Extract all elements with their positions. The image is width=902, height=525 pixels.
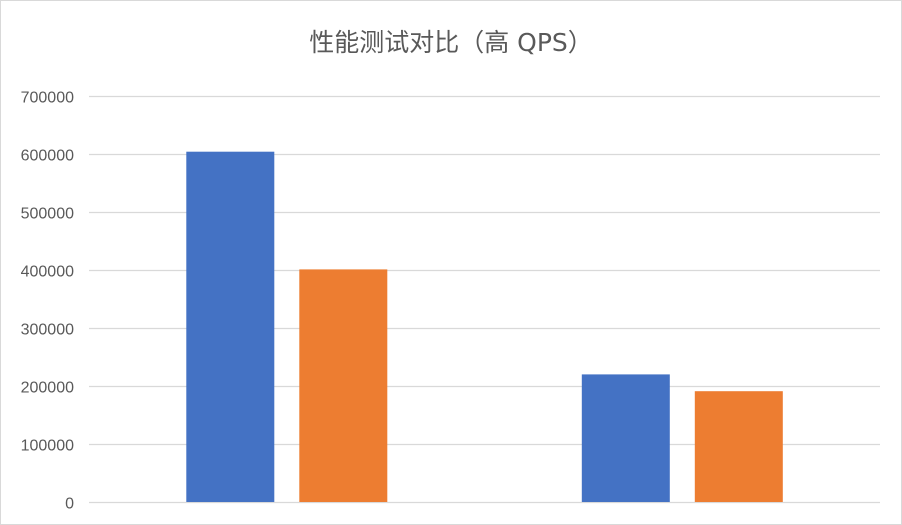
y-tick-label: 300000: [21, 322, 74, 339]
bar-series-1-group-1: [186, 151, 275, 502]
bar-series-1-group-2: [581, 374, 670, 502]
y-tick-label: 0: [65, 496, 74, 513]
bar-series-2-group-2: [694, 391, 783, 502]
y-axis-tick-labels: 0 100000 200000 300000 400000 500000 600000 700…: [21, 90, 74, 513]
bars: [186, 151, 783, 502]
y-tick-label: 600000: [21, 148, 74, 165]
bar-series-2-group-1: [299, 269, 388, 502]
y-tick-label: 400000: [21, 264, 74, 281]
y-tick-label: 700000: [21, 90, 74, 107]
y-tick-label: 100000: [21, 438, 74, 455]
y-tick-label: 200000: [21, 380, 74, 397]
y-tick-label: 500000: [21, 206, 74, 223]
chart-title: 性能测试对比（高 QPS）: [309, 28, 593, 57]
